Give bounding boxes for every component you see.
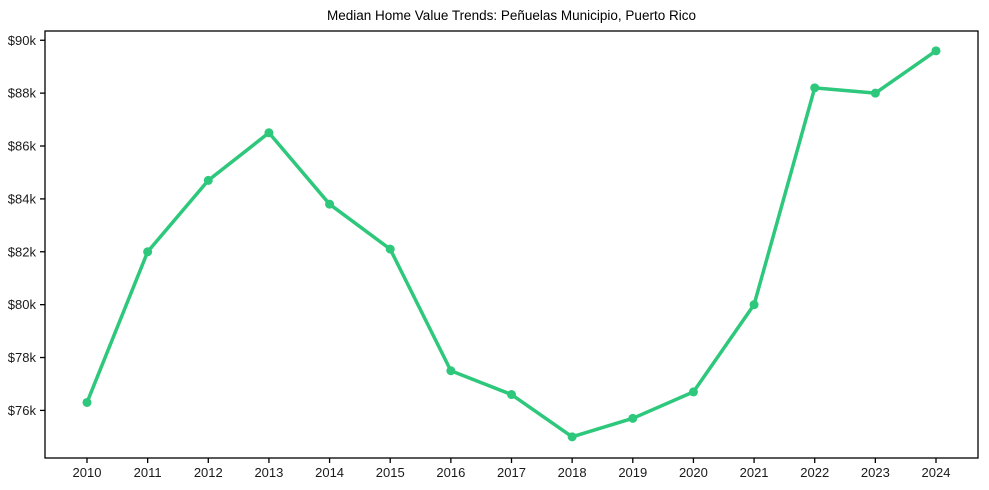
x-tick-label: 2018 [558, 465, 587, 480]
x-tick-label: 2011 [134, 465, 162, 480]
x-tick-label: 2012 [194, 465, 223, 480]
x-tick-label: 2016 [436, 465, 465, 480]
x-tick-label: 2023 [861, 465, 890, 480]
x-tick-label: 2017 [497, 465, 526, 480]
x-tick-label: 2021 [740, 465, 769, 480]
data-point-marker [507, 390, 516, 400]
y-tick-label: $84k [8, 191, 37, 206]
x-tick-label: 2024 [922, 465, 951, 480]
data-point-marker [82, 397, 92, 407]
data-point-marker [749, 300, 759, 310]
data-point-marker [203, 175, 213, 185]
data-point-marker [931, 46, 941, 56]
chart-title: Median Home Value Trends: Peñuelas Munic… [327, 8, 696, 23]
x-tick-label: 2015 [376, 465, 405, 480]
x-tick-label: 2013 [254, 465, 283, 480]
x-tick-label: 2019 [618, 465, 647, 480]
y-tick-label: $76k [8, 403, 37, 418]
data-point-marker [688, 387, 698, 397]
x-tick-label: 2014 [315, 465, 344, 480]
x-tick-label: 2010 [73, 465, 102, 480]
y-tick-label: $78k [8, 350, 37, 365]
data-point-marker [567, 432, 577, 442]
data-point-marker [143, 247, 153, 257]
data-point-marker [870, 88, 880, 98]
y-tick-label: $82k [8, 244, 37, 259]
data-point-marker [325, 199, 335, 209]
data-point-marker [446, 366, 456, 376]
data-point-marker [628, 413, 638, 423]
y-tick-label: $90k [8, 33, 37, 48]
x-tick-label: 2022 [800, 465, 829, 480]
data-point-marker [264, 128, 274, 138]
trend-line [85, 49, 938, 439]
y-tick-label: $86k [8, 139, 37, 154]
y-tick-label: $88k [8, 86, 37, 101]
data-point-marker [810, 83, 820, 93]
x-tick-label: 2020 [679, 465, 708, 480]
data-point-marker [385, 244, 395, 254]
y-tick-label: $80k [8, 297, 37, 312]
